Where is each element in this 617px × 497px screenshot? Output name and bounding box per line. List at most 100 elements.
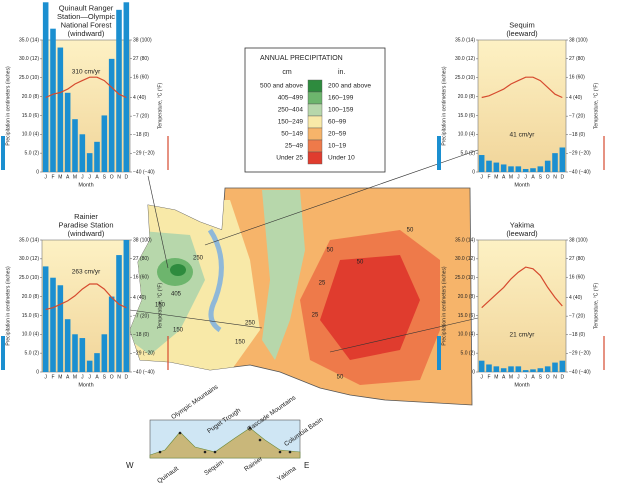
annotation: 21 cm/yr [510,332,536,339]
x-tick-label: M [509,174,513,180]
y2-tick-label: 4 (40) [133,295,146,301]
plot-background [477,39,567,173]
y2-tick-label: 27 (80) [133,256,149,262]
legend-cm: 500 and above [260,83,303,90]
y2-tick-label: −7 (20) [133,113,149,119]
precip-bar [94,353,100,372]
climograph: 0 5.0 (2) 10.0 (4) 15.0 (6) 20.0 (8) 25.0 (10… [437,220,605,388]
x-tick-label: S [103,374,107,380]
y-tick-label: 35.0 (14) [19,37,39,43]
contour-label: 150 [235,340,246,346]
y-tick-label: 35.0 (14) [455,237,475,243]
section-label: Quinault [156,465,180,485]
precip-bar [500,368,507,372]
precip-key [437,136,441,170]
contour-label: 150 [155,303,166,309]
precip-bar [515,366,522,372]
legend-cm: Under 25 [276,155,303,162]
y-tick-label: 25.0 (10) [455,75,475,81]
precip-bar [101,334,108,372]
y2-tick-label: −40 (−40) [133,169,155,175]
legend-swatch [307,127,323,141]
x-tick-label: N [117,374,121,380]
legend-cm: 405–499 [278,95,304,102]
precip-key [1,136,5,170]
precip-bar [486,160,492,172]
x-tick-label: A [531,174,535,180]
precip-bar [559,147,566,172]
x-tick-label: S [539,174,543,180]
contour-label: 250 [193,256,204,262]
x-tick-label: S [103,174,107,180]
legend-in: 60–99 [328,119,346,126]
precip-bar [79,134,86,172]
precip-bar [57,285,64,372]
precip-bar [530,369,536,372]
y2-tick-label: 4 (40) [133,95,146,101]
legend-swatch [307,79,323,93]
precip-bar [537,166,544,172]
annotation: 41 cm/yr [510,132,536,139]
y2-tick-label: 38 (100) [133,237,152,243]
y-tick-label: 5.0 (2) [25,150,40,156]
x-tick-label: M [58,174,62,180]
y-tick-label: 5.0 (2) [461,150,476,156]
x-tick-label: O [546,374,550,380]
y2-tick-label: 27 (80) [133,56,149,62]
precip-bar [500,164,507,172]
x-tick-label: A [66,174,70,180]
y-tick-label: 10.0 (4) [22,332,40,338]
contour-label: 50 [327,248,334,254]
plot-background [41,239,131,373]
y-tick-label: 0 [36,169,39,175]
section-dot [278,450,282,454]
east-label: E [304,461,309,470]
y-tick-label: 10.0 (4) [458,132,476,138]
y2-tick-label: −40 (−40) [569,369,591,375]
precip-bar [544,366,551,372]
section-dot [158,450,162,454]
precip-bar [493,366,500,372]
x-tick-label: N [553,174,557,180]
y2-tick-label: −7 (20) [569,113,585,119]
panel-title: National Forest [61,20,113,29]
precip-bar [478,155,485,172]
x-tick-label: S [539,374,543,380]
contour-label: 150 [173,328,184,334]
y2-tick-label: −29 (−20) [569,351,591,357]
section-dot [203,450,207,454]
x-tick-label: J [480,374,483,380]
panel-title: Paradise Station [58,220,113,229]
y2-tick-label: −7 (20) [133,313,149,319]
x-tick-label: M [494,374,498,380]
legend-cm: 25–49 [285,143,303,150]
x-tick-label: M [509,374,513,380]
precip-bar [116,9,122,173]
leader-line [147,175,169,269]
section-dot [288,450,292,454]
precip-bar [515,166,522,172]
x-tick-label: F [51,174,54,180]
y2-tick-label: −29 (−20) [569,151,591,157]
x-tick-label: J [81,374,84,380]
legend-swatch [307,139,323,153]
x-tick-label: O [110,374,114,380]
y2-tick-label: −29 (−20) [133,151,155,157]
legend-in: 20–59 [328,131,346,138]
legend-header: cm [282,69,292,76]
y-tick-label: 25.0 (10) [19,275,39,281]
legend-cm: 250–404 [278,107,304,114]
y-tick-label: 30.0 (12) [455,56,475,62]
y2-tick-label: −29 (−20) [133,351,155,357]
y2-tick-label: 16 (60) [569,75,585,81]
y-tick-label: 30.0 (12) [455,256,475,262]
legend-in: 160–199 [328,95,354,102]
x-tick-label: A [502,174,506,180]
precip-bar [530,168,536,172]
y-tick-label: 35.0 (14) [19,237,39,243]
contour-label: 405 [171,292,182,298]
panel-title: Station—Olympic [57,12,115,21]
leader-lines [129,149,479,353]
precip-bar [508,366,514,372]
